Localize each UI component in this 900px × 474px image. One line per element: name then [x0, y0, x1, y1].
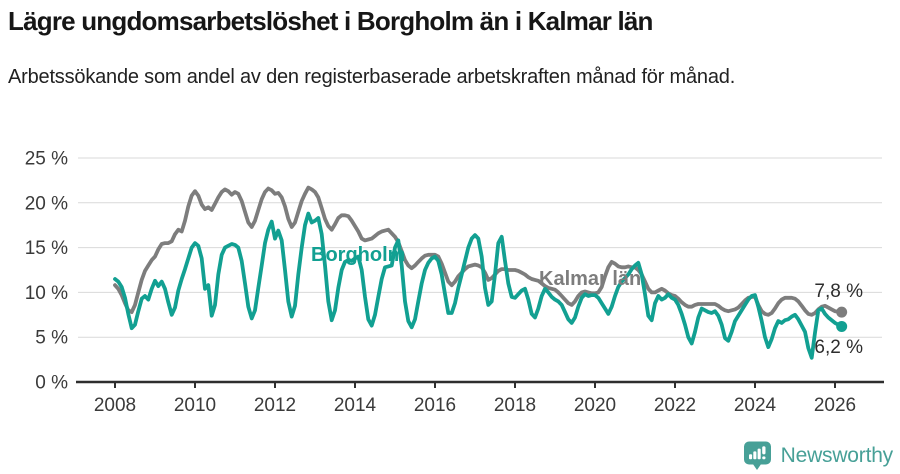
x-axis-label: 2018 [494, 395, 536, 416]
x-axis-label: 2008 [94, 395, 136, 416]
x-axis-label: 2014 [334, 395, 377, 416]
x-axis-label: 2010 [174, 395, 216, 416]
x-axis-label: 2012 [254, 395, 296, 416]
x-axis-label: 2026 [814, 395, 856, 416]
y-axis-label: 5 % [35, 328, 68, 349]
y-axis-label: 20 % [25, 193, 68, 214]
chart-title: Lägre ungdomsarbetslöshet i Borgholm än … [8, 6, 653, 36]
kalmar-lan-line [113, 185, 844, 317]
kalmar-lan-label: Kalmar län [539, 268, 641, 290]
y-axis-label: 25 % [25, 149, 68, 170]
newsworthy-logo-icon [743, 441, 771, 470]
x-axis-label: 2022 [654, 395, 696, 416]
brand-name: Newsworthy [780, 443, 894, 467]
chart-subtitle: Arbetssökande som andel av den registerb… [8, 66, 736, 88]
y-axis-label: 0 % [35, 373, 68, 394]
x-axis-label: 2016 [414, 395, 456, 416]
brand-footer: Newsworthy [743, 441, 893, 470]
borgholm-line [113, 211, 844, 360]
borgholm-label: Borgholm [311, 244, 405, 266]
unemployment-line-chart: 0 % 5 % 10 % 15 % 20 % 25 % 2008 2010 2012 2014 20… [25, 149, 884, 416]
y-axis-label: 15 % [25, 238, 68, 259]
x-axis-label: 2024 [734, 395, 777, 416]
x-axis-label: 2020 [574, 395, 616, 416]
borgholm-end-dot [836, 320, 848, 332]
borgholm-end-value: 6,2 % [814, 337, 863, 358]
y-axis-label: 10 % [25, 283, 68, 304]
kalmar-end-value: 7,8 % [814, 281, 863, 302]
kalmar-lan-end-dot [836, 306, 848, 318]
